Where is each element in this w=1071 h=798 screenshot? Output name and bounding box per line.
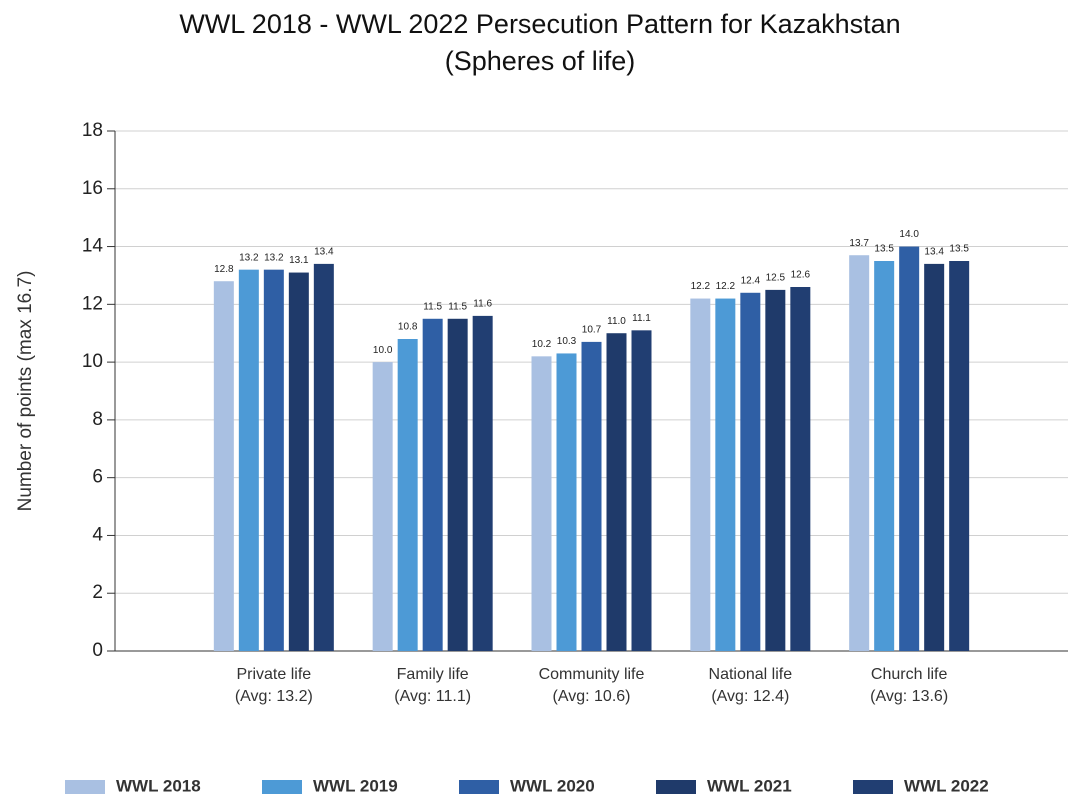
value-label: 13.4 <box>924 247 944 258</box>
value-label: 13.4 <box>314 247 334 258</box>
value-label: 10.2 <box>532 339 552 350</box>
value-label: 11.5 <box>423 301 442 312</box>
value-label: 12.5 <box>766 273 786 284</box>
legend-label: WWL 2019 <box>313 776 398 795</box>
x-tick-label-line: Community life <box>539 666 645 683</box>
bar <box>263 269 284 651</box>
x-tick-label-line: Private life <box>236 666 311 683</box>
x-tick-label: Community life (Avg: 10.6) <box>539 666 645 705</box>
bar <box>924 263 945 651</box>
bar <box>690 298 711 651</box>
legend-label: WWL 2018 <box>116 776 201 795</box>
value-label: 13.2 <box>239 252 259 263</box>
legend-label: WWL 2022 <box>904 776 989 795</box>
bar <box>556 353 577 651</box>
bar <box>790 287 811 651</box>
bar <box>606 333 627 651</box>
value-label: 13.5 <box>874 244 894 255</box>
bar <box>899 246 920 652</box>
value-label: 13.2 <box>264 252 284 263</box>
chart-title: WWL 2018 - WWL 2022 Persecution Pattern … <box>179 9 900 39</box>
x-tick-label: Church life (Avg: 13.6) <box>870 666 948 705</box>
value-label: 11.6 <box>473 299 492 310</box>
x-tick-label-line: Church life <box>871 666 948 683</box>
y-tick-label: 14 <box>82 236 104 257</box>
legend-swatch <box>459 780 499 794</box>
bar <box>949 261 970 651</box>
value-label: 13.1 <box>289 255 309 266</box>
bar <box>447 318 468 651</box>
value-label: 11.1 <box>632 313 651 324</box>
x-tick-label-line: (Avg: 13.6) <box>870 688 948 705</box>
x-tick-label-line: (Avg: 13.2) <box>235 688 313 705</box>
y-tick-label: 12 <box>82 293 103 314</box>
value-label: 10.8 <box>398 322 418 333</box>
bar <box>472 315 493 651</box>
value-label: 12.6 <box>791 270 811 281</box>
value-label: 11.5 <box>448 301 467 312</box>
y-tick-label: 0 <box>92 640 103 661</box>
x-tick-label: Private life (Avg: 13.2) <box>235 666 313 705</box>
x-tick-label: Family life (Avg: 11.1) <box>394 666 471 705</box>
bar <box>288 272 309 651</box>
y-tick-label: 2 <box>92 582 103 603</box>
y-tick-label: 4 <box>92 524 103 545</box>
chart-title: (Spheres of life) <box>445 46 636 76</box>
value-label: 12.2 <box>716 281 736 292</box>
legend-label: WWL 2021 <box>707 776 792 795</box>
y-tick-label: 18 <box>82 120 103 141</box>
y-axis-label: Number of points (max 16.7) <box>15 271 36 512</box>
y-tick-label: 6 <box>92 467 103 488</box>
x-tick-label-line: (Avg: 11.1) <box>394 688 471 705</box>
legend-swatch <box>262 780 302 794</box>
bar <box>531 356 552 651</box>
bar <box>372 362 393 651</box>
y-tick-label: 8 <box>92 409 103 430</box>
legend-swatch <box>656 780 696 794</box>
bar <box>397 339 418 651</box>
value-label: 10.3 <box>557 336 577 347</box>
legend-label: WWL 2020 <box>510 776 595 795</box>
bar <box>238 269 259 651</box>
value-label: 13.7 <box>849 238 869 249</box>
bar <box>213 281 234 651</box>
bar <box>765 289 786 651</box>
legend-swatch <box>853 780 893 794</box>
bar <box>874 261 895 651</box>
bar <box>313 263 334 651</box>
x-tick-label-line: Family life <box>397 666 469 683</box>
value-label: 11.0 <box>607 316 626 327</box>
x-tick-label-line: (Avg: 10.6) <box>553 688 631 705</box>
bar <box>849 255 870 651</box>
value-label: 12.2 <box>691 281 711 292</box>
bar <box>581 341 602 651</box>
y-tick-label: 10 <box>82 351 103 372</box>
x-tick-label-line: (Avg: 12.4) <box>711 688 789 705</box>
value-label: 13.5 <box>949 244 969 255</box>
value-label: 10.0 <box>373 345 393 356</box>
x-tick-label: National life (Avg: 12.4) <box>709 666 793 705</box>
value-label: 10.7 <box>582 325 602 336</box>
y-tick-label: 16 <box>82 178 103 199</box>
x-tick-label-line: National life <box>709 666 793 683</box>
bar <box>422 318 443 651</box>
value-label: 12.4 <box>741 275 761 286</box>
bar <box>715 298 736 651</box>
bar <box>631 330 652 651</box>
value-label: 12.8 <box>214 264 234 275</box>
bar <box>740 292 761 651</box>
legend-swatch <box>65 780 105 794</box>
value-label: 14.0 <box>899 229 919 240</box>
